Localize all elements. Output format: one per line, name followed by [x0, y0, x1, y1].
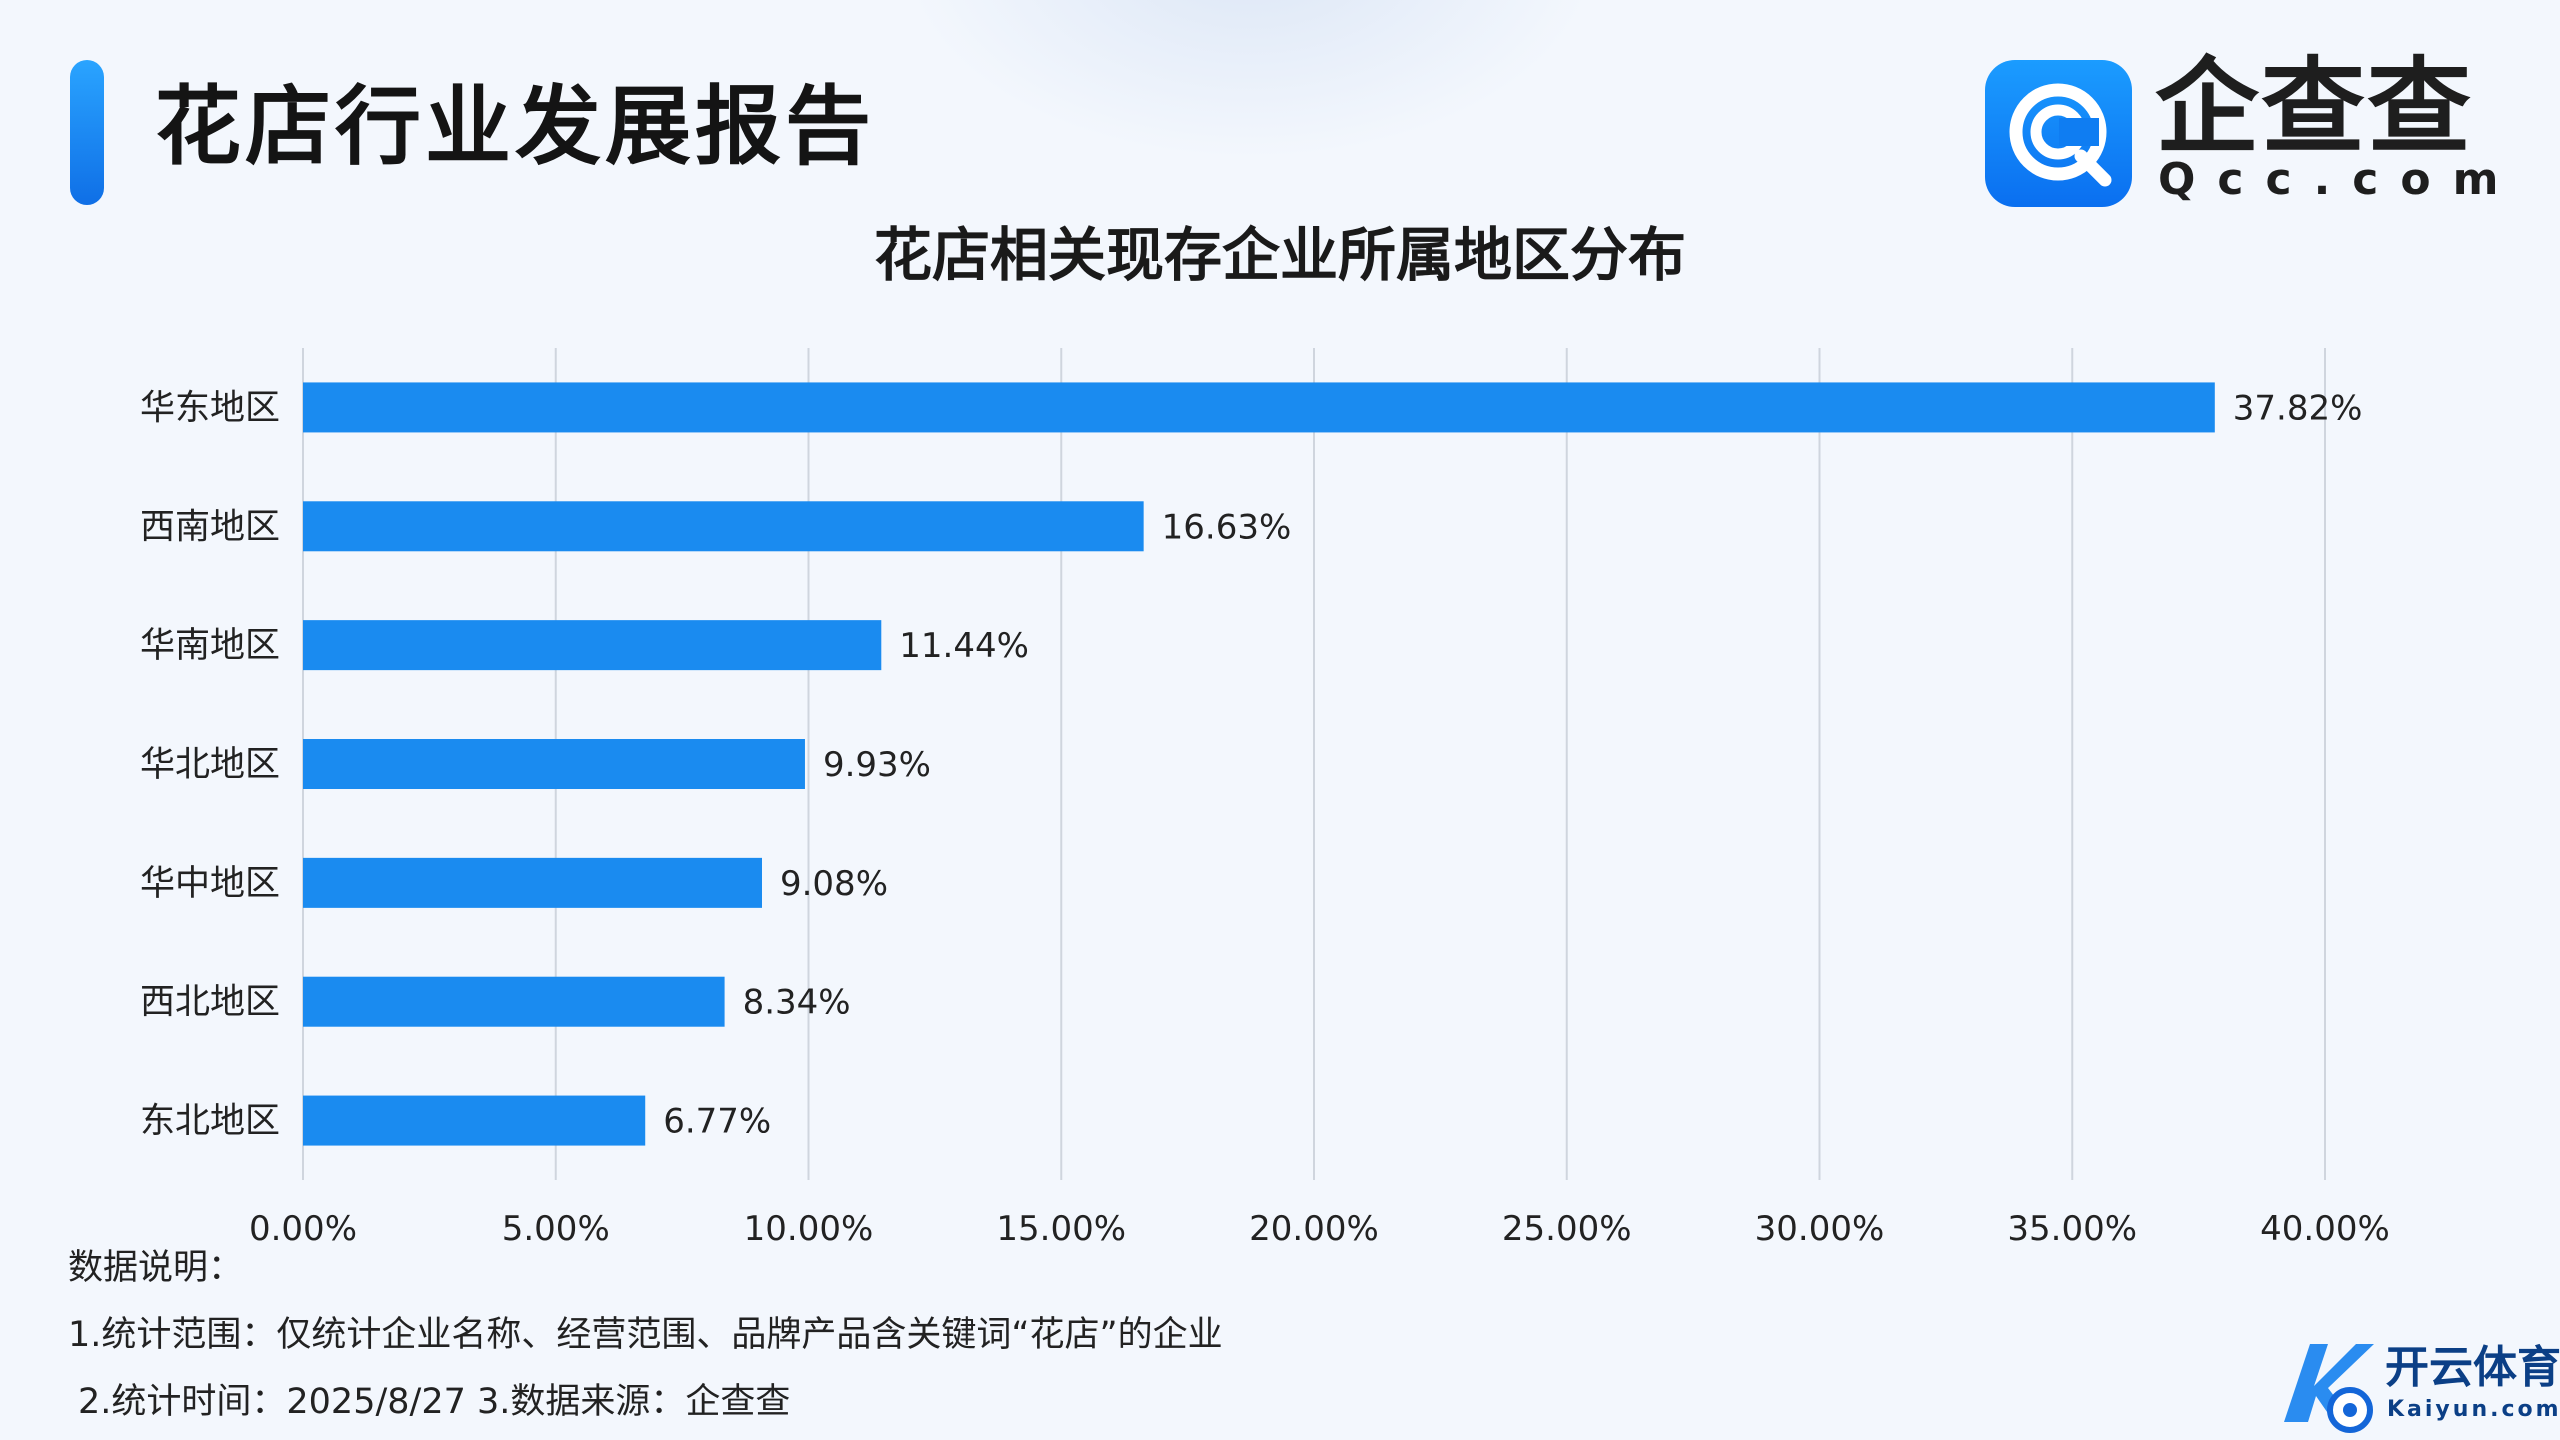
watermark-title: 开云体育 [2385, 1342, 2560, 1393]
category-label: 华北地区 [140, 745, 280, 785]
x-tick-label: 40.00% [2260, 1209, 2390, 1249]
x-tick-label: 0.00% [249, 1209, 357, 1249]
category-label: 华东地区 [140, 388, 280, 428]
bar [303, 976, 725, 1027]
x-tick-label: 5.00% [502, 1209, 610, 1249]
bar [303, 382, 2215, 433]
kaiyun-k-logo-icon [2284, 1344, 2374, 1433]
logo-name: 企查查 [2155, 46, 2474, 168]
report-title: 花店行业发展报告 [155, 77, 875, 177]
data-label: 9.08% [780, 864, 888, 904]
x-tick-label: 10.00% [744, 1209, 874, 1249]
x-tick-label: 35.00% [2007, 1209, 2137, 1249]
data-label: 37.82% [2233, 388, 2363, 428]
chart-title: 花店相关现存企业所属地区分布 [873, 221, 1686, 289]
category-label: 西南地区 [140, 507, 280, 547]
data-label: 9.93% [823, 745, 931, 785]
x-tick-label: 30.00% [1755, 1209, 1885, 1249]
bar [303, 857, 762, 908]
category-label: 西北地区 [140, 983, 280, 1023]
notes-line-2: 2.统计时间：2025/8/27 3.数据来源：企查查 [78, 1382, 791, 1422]
data-label: 8.34% [743, 983, 851, 1023]
x-tick-label: 15.00% [996, 1209, 1126, 1249]
x-tick-label: 25.00% [1502, 1209, 1632, 1249]
bar [303, 739, 805, 789]
bar [303, 1095, 646, 1146]
bar [303, 501, 1144, 552]
logo-domain: Qcc.com [2158, 154, 2521, 205]
notes-line-1: 1.统计范围：仅统计企业名称、经营范围、品牌产品含关键词“花店”的企业 [68, 1315, 1223, 1355]
category-label: 东北地区 [140, 1102, 280, 1142]
title-accent-bar [70, 60, 104, 205]
data-label: 11.44% [899, 626, 1029, 666]
bar [303, 620, 882, 671]
data-label: 16.63% [1162, 507, 1292, 547]
watermark: 开云体育 Kaiyun.com [2270, 1330, 2560, 1440]
category-label: 华中地区 [140, 864, 280, 904]
notes-heading: 数据说明： [68, 1248, 244, 1288]
data-label: 6.77% [663, 1102, 771, 1142]
watermark-subtitle: Kaiyun.com [2387, 1397, 2560, 1422]
qcc-logo-icon [1985, 60, 2132, 207]
x-tick-label: 20.00% [1249, 1209, 1379, 1249]
category-label: 华南地区 [140, 626, 280, 666]
